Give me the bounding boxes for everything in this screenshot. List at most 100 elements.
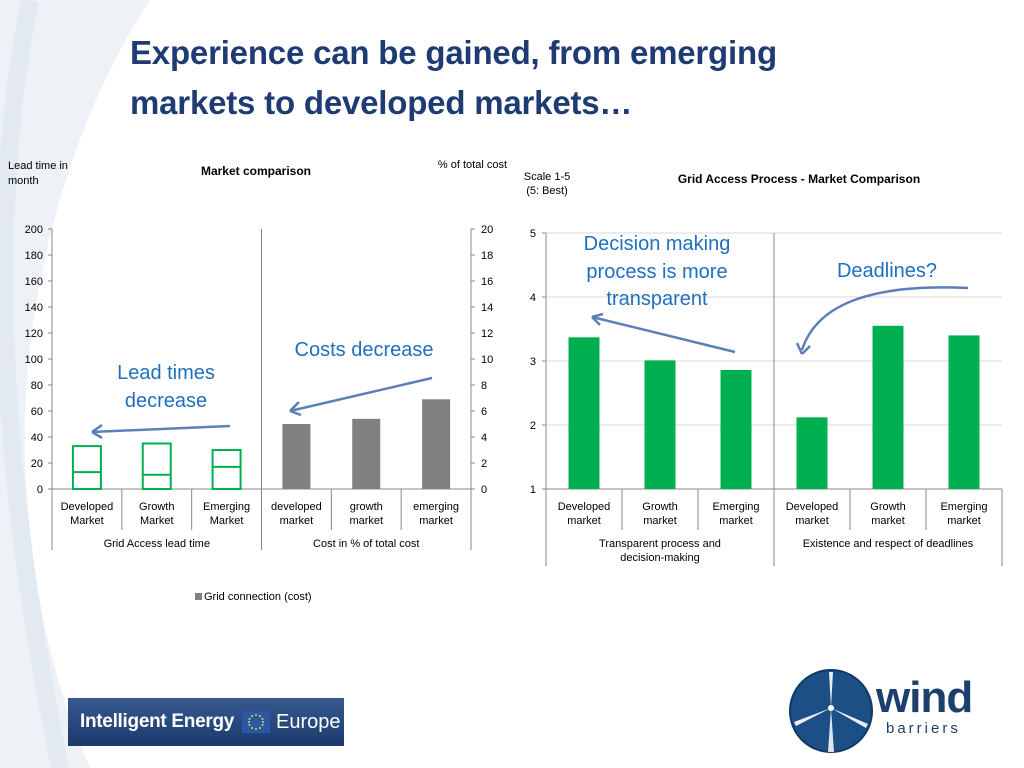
intelligent-energy-europe-logo: Intelligent Energy Europe [68,698,344,746]
decision-arrow [591,312,736,354]
lead-times-arrow [91,423,231,440]
deadlines-arrow [795,286,969,355]
category-label: Developed [558,501,611,513]
chart1-group-labels: Grid Access lead time Cost in % of total … [104,538,420,550]
right-tick-label: 0 [481,484,487,496]
left-tick-label: 40 [31,432,43,444]
chart2-title: Grid Access Process - Market Comparison [678,172,920,186]
category-label: Developed [61,501,114,513]
group-label: decision-making [620,552,699,564]
category-label: Growth [870,501,905,513]
chart2-frame [545,232,1003,566]
score-bar [644,360,676,489]
category-label: market [280,515,314,527]
cost-bar [422,399,451,489]
category-label: emerging [413,501,459,513]
chart1-title: Market comparison [201,164,311,178]
slide-title: Experience can be gained, from emerging … [130,28,950,128]
eu-flag-icon [242,711,271,733]
deadlines-annotation: Deadlines? [837,260,937,282]
category-label: market [871,515,905,527]
lead-times-annotation-line-2: decrease [125,390,207,412]
left-tick-label: 120 [25,328,43,340]
left-tick-label: 20 [31,458,43,470]
scale-label-line-2: (5: Best) [526,185,568,197]
group-label: Grid Access lead time [104,538,210,550]
title-line-1: Experience can be gained, from emerging [130,34,777,71]
category-label: market [719,515,753,527]
logo-barriers-text: barriers [886,720,961,737]
decision-annotation-line-1: Decision making [584,233,731,255]
group-label: Existence and respect of deadlines [803,538,974,550]
wind-turbine-icon [789,669,873,753]
right-tick-label: 10 [481,354,493,366]
right-tick-label: 4 [481,432,487,444]
right-tick-label: 6 [481,406,487,418]
category-label: market [567,515,601,527]
tick-label: 2 [530,420,536,432]
chart2-axis-ticks: 5 4 3 2 1 [530,228,546,496]
wind-barriers-logo: wind barriers [788,668,988,756]
title-line-2: markets to developed markets… [130,84,633,121]
chart2-marks [568,325,980,489]
market-comparison-chart: Lead time in month Market comparison % o… [8,159,507,603]
category-label: Emerging [712,501,759,513]
right-tick-label: 8 [481,380,487,392]
costs-annotation: Costs decrease [295,339,434,361]
legend-label: Grid connection (cost) [204,591,312,603]
category-label: Emerging [203,501,250,513]
category-label: Market [140,515,174,527]
left-tick-label: 180 [25,250,43,262]
left-axis-label-line-1: Lead time in [8,160,68,172]
category-label: Emerging [940,501,987,513]
category-label: market [795,515,829,527]
left-axis-label-line-2: month [8,175,39,187]
category-label: market [349,515,383,527]
category-label: developed [271,501,322,513]
category-label: growth [350,501,383,513]
right-tick-label: 18 [481,250,493,262]
logo-wind-text: wind [876,673,973,722]
right-axis-label: % of total cost [438,159,507,171]
tick-label: 4 [530,292,536,304]
right-tick-label: 2 [481,458,487,470]
category-label: Market [70,515,104,527]
category-label: market [419,515,453,527]
lead-time-range-box [211,449,242,490]
category-label: Developed [786,501,839,513]
cost-bar [282,424,311,489]
left-tick-label: 140 [25,302,43,314]
left-tick-label: 60 [31,406,43,418]
right-tick-label: 20 [481,224,493,236]
tick-label: 3 [530,356,536,368]
decision-annotation-line-2: process is more [586,261,727,283]
chart2-categories: Developed market Growth market Emerging marke… [558,501,988,527]
decision-annotation-line-3: transparent [606,288,708,310]
right-tick-label: 14 [481,302,493,314]
left-tick-label: 200 [25,224,43,236]
category-label: Growth [642,501,677,513]
tick-label: 5 [530,228,536,240]
score-bar [720,369,752,489]
chart1-categories: Developed Market Growth Market Emerging Marke… [61,501,459,527]
logo-europe-text: Europe [276,710,341,733]
score-bar [948,335,980,489]
chart1-frame [51,229,472,550]
chart2-group-labels: Transparent process and decision-making Ex… [599,538,974,564]
lead-times-annotation-line-1: Lead times [117,362,215,384]
group-label: Cost in % of total cost [313,538,419,550]
grid-access-process-chart: Scale 1-5 (5: Best) Grid Access Process … [524,171,1003,566]
left-tick-label: 80 [31,380,43,392]
lead-time-range-box [71,445,102,491]
cost-bar [352,418,381,489]
left-tick-label: 100 [25,354,43,366]
tick-label: 1 [530,484,536,496]
group-label: Transparent process and [599,538,721,550]
right-tick-label: 16 [481,276,493,288]
right-tick-label: 12 [481,328,493,340]
left-tick-label: 0 [37,484,43,496]
score-bar [872,325,904,489]
